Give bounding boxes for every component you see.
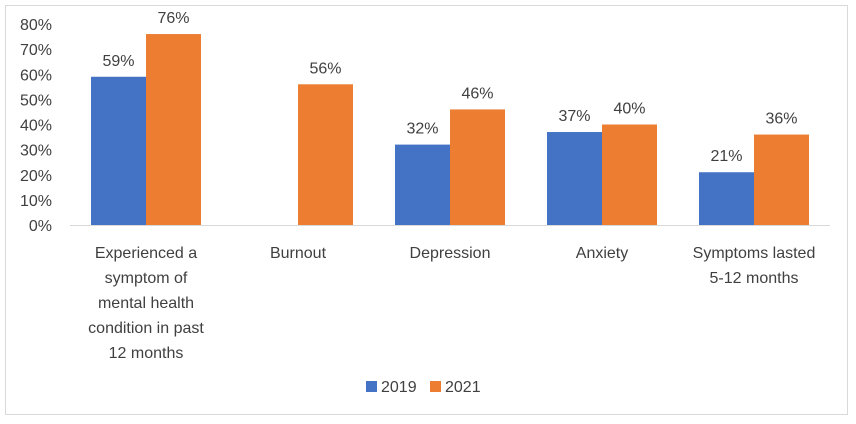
bar-2019 [395,144,450,225]
y-tick-label: 60% [20,67,52,84]
y-tick-label: 10% [20,193,52,210]
bar-2019 [547,132,602,225]
category-label: 5-12 months [710,270,799,287]
legend-swatch-2021 [430,381,441,392]
bar-2019 [699,172,754,225]
bar-2021 [146,34,201,225]
bar-2019 [91,76,146,225]
bar-2021 [602,124,657,225]
category-label: Anxiety [576,245,628,262]
category-label: mental health [98,295,194,312]
category-label: condition in past [88,320,204,337]
legend-swatch-2019 [366,381,377,392]
bar-2021 [450,109,505,225]
y-tick-label: 40% [20,118,52,135]
y-tick-label: 0% [29,218,52,235]
category-label: Burnout [270,245,327,262]
data-label-2021: 76% [157,10,189,27]
data-label-2021: 40% [613,101,645,118]
y-tick-label: 30% [20,143,52,160]
data-label-2021: 46% [461,85,493,102]
data-label-2019: 21% [710,148,742,165]
data-label-2021: 36% [765,111,797,128]
category-label: Symptoms lasted [693,245,816,262]
legend-label-2019: 2019 [381,379,417,396]
data-label-2019: 59% [102,53,134,70]
y-tick-label: 80% [20,17,52,34]
bar-2021 [298,84,353,225]
data-label-2021: 56% [309,60,341,77]
y-tick-label: 20% [20,168,52,185]
category-label: 12 months [109,345,184,362]
data-label-2019: 32% [406,121,438,138]
category-label: Depression [410,245,491,262]
y-tick-label: 70% [20,42,52,59]
bar-2021 [754,134,809,225]
data-label-2019: 37% [558,108,590,125]
category-label: Experienced a [95,245,197,262]
category-label: symptom of [105,270,188,287]
y-tick-label: 50% [20,92,52,109]
legend-label-2021: 2021 [445,379,481,396]
